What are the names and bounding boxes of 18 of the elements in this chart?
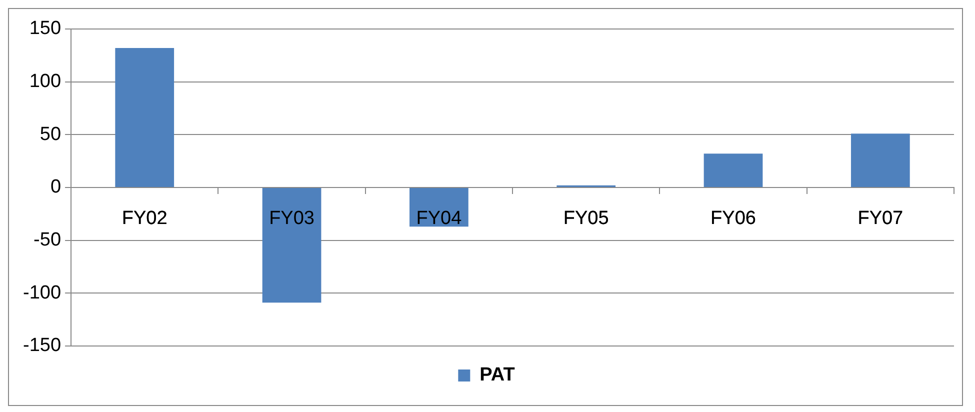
x-tick-label: FY02 — [122, 208, 168, 230]
legend-label: PAT — [480, 364, 516, 386]
x-tick-label: FY03 — [269, 208, 314, 230]
x-tick-label: FY06 — [710, 208, 756, 230]
y-tick-label: 150 — [29, 18, 62, 40]
x-tick-label: FY04 — [416, 208, 462, 230]
y-tick-label: 100 — [29, 71, 62, 92]
y-tick-label: -50 — [34, 230, 62, 251]
y-tick-label: 0 — [50, 176, 62, 198]
y-tick-label: 50 — [40, 124, 62, 145]
bar — [850, 134, 910, 187]
bar — [704, 154, 763, 187]
y-tick-label: -150 — [22, 335, 62, 356]
y-tick-label: -100 — [22, 282, 62, 304]
x-tick-label: FY05 — [563, 208, 609, 230]
x-tick-label: FY07 — [858, 208, 904, 230]
bar — [115, 48, 174, 187]
bar — [262, 188, 322, 303]
